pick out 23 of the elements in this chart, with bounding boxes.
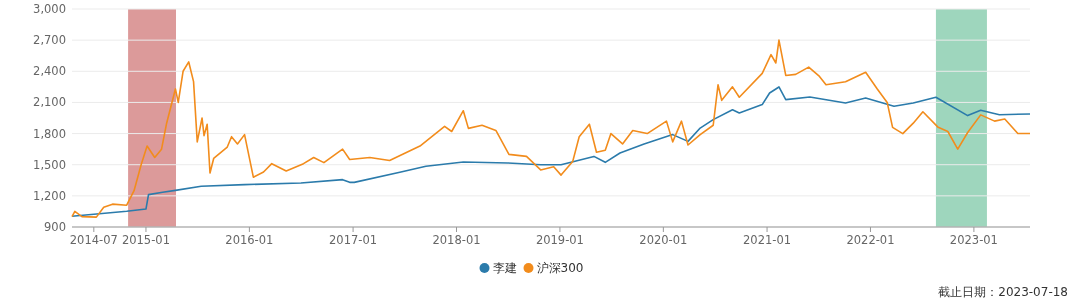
- x-tick-label: 2016-01: [225, 233, 274, 247]
- y-tick-label: 2,700: [33, 33, 66, 48]
- y-tick-label: 900: [44, 220, 66, 235]
- y-tick-label: 2,400: [33, 64, 66, 79]
- y-tick-label: 1,200: [33, 188, 66, 203]
- legend-label: 沪深300: [536, 261, 584, 276]
- x-tick-label: 2014-07: [69, 233, 118, 247]
- x-tick-label: 2015-01: [121, 233, 170, 247]
- y-tick-label: 1,500: [33, 157, 66, 172]
- y-tick-label: 1,800: [33, 126, 66, 141]
- x-tick-label: 2020-01: [639, 233, 688, 247]
- line-series: [71, 86, 1031, 218]
- legend-label: 李建: [492, 261, 517, 276]
- x-tick-label: 2021-01: [743, 233, 792, 247]
- x-tick-label: 2019-01: [535, 233, 584, 247]
- text: 截止日期：2023-07-18: [938, 285, 1068, 299]
- y-tick-label: 3,000: [33, 2, 66, 17]
- x-tick-label: 2017-01: [329, 233, 378, 247]
- x-tick-label: 2022-01: [846, 233, 895, 247]
- line-series: [71, 39, 1031, 218]
- x-tick-label: 2023-01: [949, 233, 998, 247]
- y-tick-label: 2,100: [33, 95, 66, 110]
- x-tick-label: 2018-01: [432, 233, 481, 247]
